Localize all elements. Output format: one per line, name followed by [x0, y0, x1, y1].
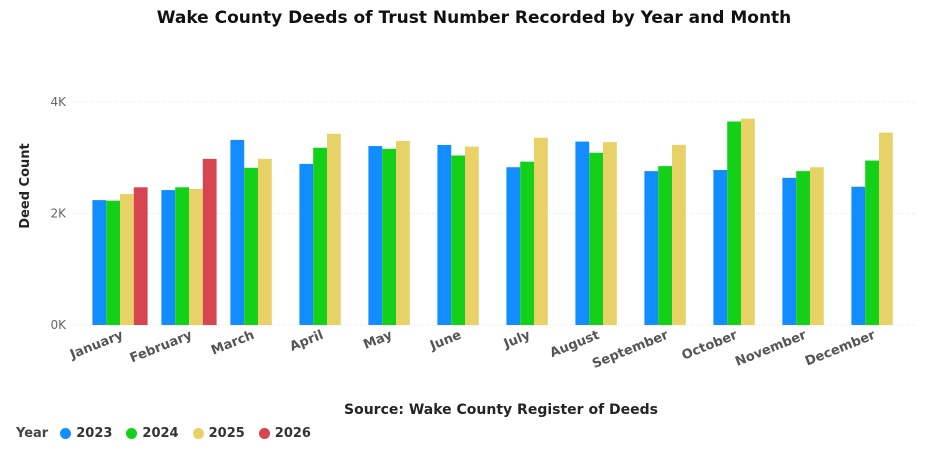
bar-2023-may[interactable] [368, 146, 383, 325]
bar-2024-march[interactable] [244, 167, 258, 325]
x-tick-label: January [67, 328, 126, 363]
bar-2026-february[interactable] [202, 158, 217, 325]
x-tick-label: March [209, 328, 256, 359]
bar-2025-february[interactable] [189, 188, 203, 325]
x-axis-ticks: January February March April May June July Augu… [67, 328, 878, 372]
y-tick-label: 4K [50, 95, 67, 109]
bar-2026-january[interactable] [133, 187, 148, 325]
bar-2023-september[interactable] [644, 171, 659, 325]
x-tick-label: December [803, 328, 878, 370]
bar-2023-december[interactable] [851, 186, 866, 325]
bar-2025-november[interactable] [810, 167, 824, 325]
x-tick-label: February [128, 328, 195, 367]
legend-item-2023[interactable]: 2023 [60, 426, 112, 441]
bar-2023-july[interactable] [506, 167, 521, 325]
y-tick-label: 0K [50, 318, 67, 332]
legend-item-2024[interactable]: 2024 [126, 426, 179, 441]
bar-2024-october[interactable] [727, 121, 741, 325]
bar-2023-august[interactable] [575, 141, 590, 325]
bar-2024-may[interactable] [382, 148, 396, 325]
legend-swatch [126, 428, 138, 439]
bar-2025-january[interactable] [120, 193, 134, 325]
bar-2023-june[interactable] [437, 144, 452, 325]
bar-2024-july[interactable] [520, 161, 534, 325]
bar-2024-june[interactable] [451, 155, 465, 325]
bar-2025-may[interactable] [396, 141, 410, 325]
legend-item-2026[interactable]: 2026 [258, 426, 311, 441]
bar-2024-november[interactable] [796, 171, 810, 325]
x-axis-title: Source: Wake County Register of Deeds [344, 402, 658, 418]
bar-2025-october[interactable] [741, 118, 755, 325]
bar-2024-april[interactable] [313, 147, 327, 325]
bar-2025-december[interactable] [879, 132, 893, 325]
y-tick-label: 2K [50, 207, 67, 221]
bar-2025-june[interactable] [465, 146, 479, 325]
bar-2024-december[interactable] [865, 160, 879, 325]
bar-2024-august[interactable] [589, 152, 603, 325]
bar-2025-april[interactable] [327, 133, 341, 325]
legend-label: 2024 [142, 426, 179, 441]
bar-2023-march[interactable] [230, 139, 245, 325]
legend-title: Year [16, 426, 49, 441]
legend-label: 2023 [76, 426, 113, 441]
bar-2025-september[interactable] [672, 144, 686, 325]
bar-2023-october[interactable] [713, 170, 728, 325]
legend-label: 2025 [208, 426, 245, 441]
x-tick-label: November [733, 328, 809, 370]
bar-2024-september[interactable] [658, 166, 672, 325]
bar-2023-november[interactable] [782, 177, 797, 325]
legend-label: 2026 [274, 426, 311, 441]
bar-2023-april[interactable] [299, 163, 314, 325]
x-tick-label: September [590, 328, 671, 372]
bars [92, 118, 893, 325]
x-tick-label: May [361, 328, 395, 353]
y-axis-title: Deed Count [18, 143, 33, 228]
legend-swatch [258, 428, 270, 439]
y-axis-ticks: 0K 2K 4K [50, 95, 67, 332]
legend: Year 2023 2024 2025 2026 [16, 426, 325, 441]
bar-2025-july[interactable] [534, 137, 548, 325]
legend-swatch [60, 428, 72, 439]
bar-2024-january[interactable] [106, 200, 120, 325]
x-tick-label: October [680, 328, 740, 364]
bar-2024-february[interactable] [175, 187, 189, 325]
bar-2025-march[interactable] [258, 158, 272, 325]
bar-2023-january[interactable] [92, 200, 107, 325]
legend-swatch [192, 428, 204, 439]
bar-2025-august[interactable] [603, 142, 617, 325]
x-tick-label: April [288, 328, 326, 355]
x-tick-label: July [501, 328, 533, 353]
x-tick-label: June [427, 328, 464, 354]
legend-item-2025[interactable]: 2025 [192, 426, 245, 441]
chart-title: Wake County Deeds of Trust Number Record… [156, 8, 792, 28]
bar-2023-february[interactable] [161, 190, 176, 325]
